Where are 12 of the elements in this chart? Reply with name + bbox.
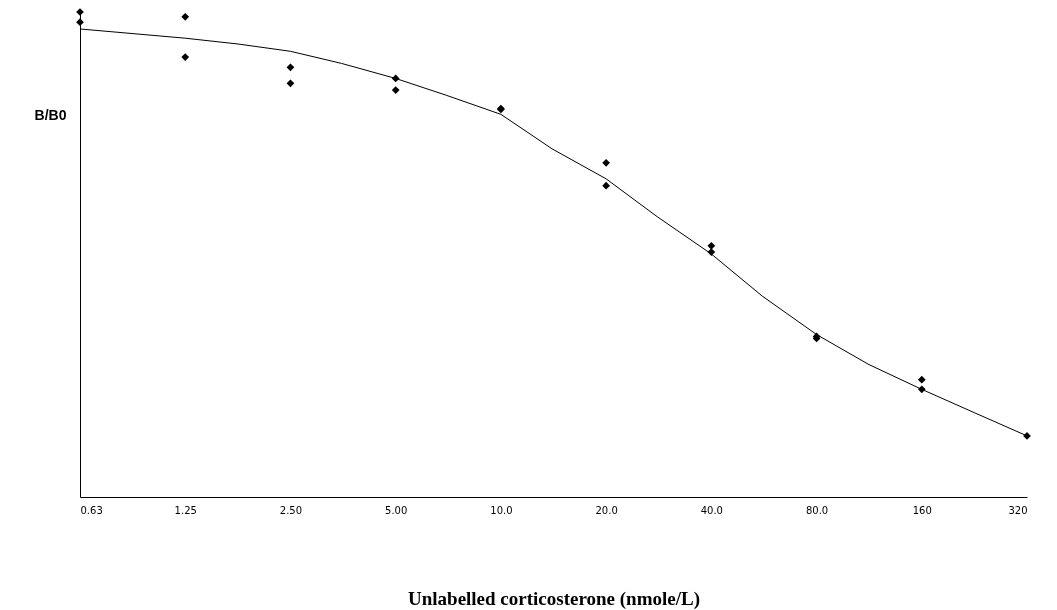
x-tick-label: 20.0 [595, 504, 618, 516]
x-tick-label: 0.63 [80, 504, 103, 516]
x-tick-label: 40.0 [700, 504, 723, 516]
x-axis-title: Unlabelled corticosterone (nmole/L) [408, 587, 700, 610]
x-tick-label: 320 [1008, 504, 1028, 516]
x-tick-label: 5.00 [385, 504, 408, 516]
x-tick-label: 80.0 [805, 504, 829, 516]
x-tick-label: 2.50 [279, 504, 303, 516]
x-tick-label: 10.0 [490, 504, 513, 516]
x-tick-label: 1.25 [174, 504, 197, 516]
y-axis-title: B/B0 [34, 106, 67, 123]
x-tick-label: 160 [912, 504, 932, 516]
